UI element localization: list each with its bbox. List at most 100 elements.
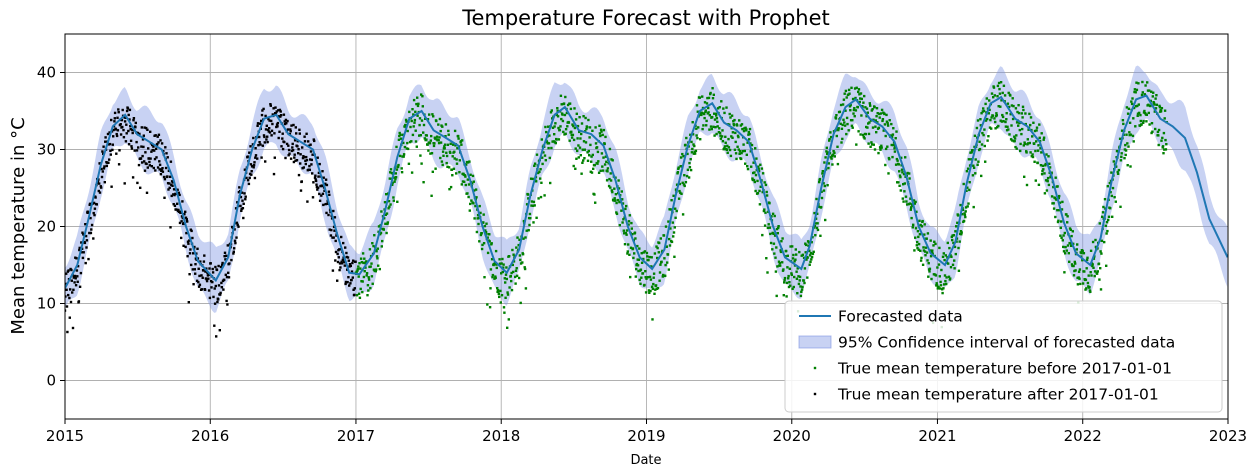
scatter-point-before — [1060, 220, 1063, 223]
scatter-point-before — [1145, 120, 1148, 123]
scatter-point-before — [996, 95, 999, 98]
scatter-point-before — [467, 183, 471, 186]
scatter-point-before — [850, 86, 853, 89]
scatter-point-before — [370, 262, 373, 265]
scatter-point-after — [246, 155, 249, 158]
scatter-point-before — [752, 161, 755, 164]
scatter-point-after — [250, 173, 253, 176]
scatter-point-before — [734, 152, 738, 155]
scatter-point-before — [943, 258, 946, 262]
scatter-point-before — [1000, 99, 1003, 102]
scatter-point-after — [276, 121, 280, 125]
scatter-point-before — [669, 227, 672, 230]
scatter-point-before — [981, 131, 984, 135]
scatter-point-after — [320, 184, 324, 188]
scatter-point-before — [545, 130, 548, 134]
scatter-point-after — [147, 157, 151, 160]
scatter-point-before — [506, 291, 509, 294]
scatter-point-before — [939, 287, 942, 290]
scatter-point-before — [883, 123, 887, 126]
scatter-point-before — [553, 125, 556, 128]
scatter-point-after — [297, 152, 300, 155]
scatter-point-before — [1155, 94, 1158, 97]
scatter-point-after — [203, 288, 207, 291]
scatter-point-after — [324, 202, 327, 206]
scatter-point-before — [745, 128, 748, 131]
scatter-point-before — [728, 112, 731, 116]
scatter-point-after — [295, 159, 299, 162]
scatter-point-before — [673, 255, 676, 258]
scatter-point-before — [1148, 123, 1151, 126]
scatter-point-before — [973, 145, 976, 149]
scatter-point-before — [368, 248, 372, 251]
scatter-point-before — [815, 226, 819, 230]
scatter-point-after — [228, 262, 231, 265]
scatter-point-before — [1085, 287, 1088, 290]
scatter-point-before — [699, 138, 702, 141]
scatter-point-after — [318, 192, 321, 196]
scatter-point-before — [873, 106, 876, 109]
scatter-point-after — [202, 269, 205, 272]
scatter-point-after — [336, 279, 339, 282]
scatter-point-before — [675, 183, 679, 186]
scatter-point-before — [1022, 144, 1025, 147]
scatter-point-before — [1094, 245, 1098, 249]
scatter-point-before — [515, 246, 518, 249]
scatter-point-before — [420, 93, 423, 96]
scatter-point-before — [994, 120, 997, 124]
scatter-point-after — [145, 162, 148, 166]
scatter-point-after — [237, 225, 240, 228]
scatter-point-before — [1103, 240, 1106, 244]
scatter-point-after — [168, 182, 171, 185]
scatter-point-before — [1070, 263, 1074, 266]
scatter-point-before — [944, 254, 947, 257]
scatter-point-after — [76, 275, 79, 278]
scatter-point-before — [362, 275, 366, 279]
scatter-point-before — [500, 294, 504, 297]
scatter-point-before — [910, 216, 913, 220]
scatter-point-after — [327, 213, 330, 217]
scatter-point-before — [1128, 131, 1131, 134]
scatter-point-before — [633, 252, 636, 255]
scatter-point-before — [686, 168, 690, 171]
scatter-point-before — [590, 171, 594, 174]
scatter-point-before — [1019, 142, 1022, 146]
scatter-point-before — [1128, 121, 1132, 124]
scatter-point-before — [1029, 123, 1032, 127]
scatter-point-after — [347, 276, 350, 279]
scatter-point-after — [140, 145, 143, 148]
scatter-point-before — [1157, 143, 1160, 147]
scatter-point-before — [1045, 153, 1048, 156]
scatter-point-before — [918, 233, 922, 236]
scatter-point-before — [1038, 123, 1041, 126]
scatter-point-before — [529, 217, 532, 220]
scatter-point-before — [386, 222, 389, 226]
scatter-point-before — [860, 97, 863, 101]
scatter-point-before — [985, 97, 988, 100]
scatter-point-before — [845, 132, 848, 136]
scatter-point-before — [695, 134, 698, 137]
scatter-point-after — [188, 239, 191, 242]
scatter-point-after — [137, 146, 140, 149]
scatter-point-after — [226, 244, 229, 247]
scatter-point-before — [461, 139, 464, 142]
scatter-point-before — [886, 124, 890, 127]
scatter-point-after — [265, 138, 268, 141]
scatter-point-before — [919, 259, 923, 262]
scatter-point-after — [127, 143, 131, 146]
scatter-point-before — [687, 176, 691, 179]
scatter-point-before — [389, 203, 392, 206]
scatter-point-before — [1144, 112, 1147, 115]
scatter-point-before — [798, 275, 802, 279]
scatter-point-before — [612, 199, 615, 202]
scatter-point-before — [568, 139, 571, 142]
scatter-point-before — [564, 128, 568, 131]
scatter-point-before — [430, 194, 433, 197]
scatter-point-before — [894, 163, 898, 166]
scatter-point-after — [208, 267, 211, 270]
scatter-point-before — [884, 163, 887, 167]
scatter-point-before — [931, 249, 934, 252]
scatter-point-after — [133, 149, 136, 152]
scatter-point-before — [521, 253, 525, 256]
scatter-point-before — [811, 236, 814, 239]
